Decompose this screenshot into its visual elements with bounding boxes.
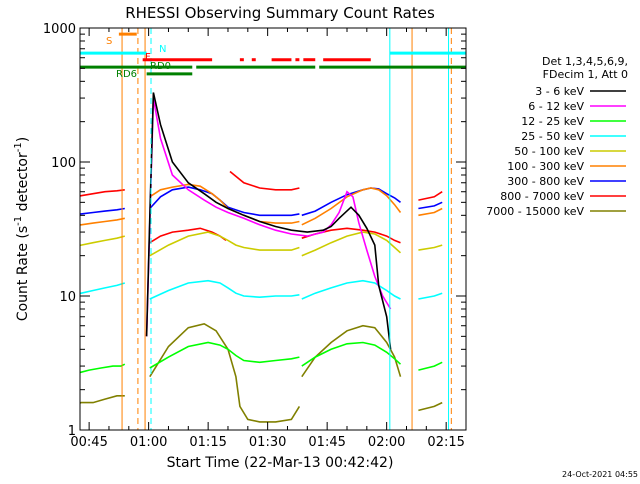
- x-tick-label-01-45: 01:45: [308, 435, 345, 450]
- series-25-50-kev-segment-0: [80, 282, 126, 295]
- series-3-6-kev: [145, 92, 392, 350]
- series-6-12-kev: [145, 97, 392, 337]
- x-tick-label-01-30: 01:30: [249, 435, 286, 450]
- legend-label-3-6-kev: 3 - 6 keV: [535, 85, 584, 98]
- y-tick-label-1: 1: [68, 424, 76, 439]
- series-100-300-kev-segment-1: [149, 183, 300, 224]
- series-300-800-kev-segment-0: [80, 207, 125, 215]
- series-25-50-kev-segment-1: [149, 279, 300, 300]
- legend-label-100-300-kev: 100 - 300 keV: [507, 160, 584, 173]
- x-tick-label-02-15: 02:15: [427, 435, 464, 450]
- x-tick-label-01-00: 01:00: [130, 435, 167, 450]
- y-axis-label-end: ): [15, 137, 31, 142]
- series-50-100-kev-segment-3: [418, 244, 443, 251]
- series-12-25-kev-segment-2: [301, 341, 402, 367]
- legend-label-25-50-kev: 25 - 50 keV: [521, 130, 584, 143]
- y-tick-label-100: 100: [51, 156, 76, 171]
- y-tick-label-1000: 1000: [43, 22, 76, 37]
- series-100-300-kev-segment-0: [80, 217, 125, 226]
- legend-label-800-7000-kev: 800 - 7000 keV: [500, 190, 584, 203]
- axes: 00:45 01:00 01:15 01:30 01:45 02:00 02:15 1 10 10…: [43, 22, 467, 450]
- series-12-25-kev-segment-3: [418, 361, 443, 371]
- y-axis-label: Count Rate (s-1 detector-1): [13, 137, 31, 321]
- series-25-50-kev: [80, 279, 443, 300]
- flag-rd6-label: RD6: [116, 69, 137, 80]
- y-axis-label-mid: detector: [15, 152, 31, 216]
- y-tick-label-10: 10: [59, 290, 76, 305]
- series-12-25-kev: [80, 341, 443, 374]
- series-layer: [80, 92, 443, 423]
- series-6-12-kev-segment-0: [145, 97, 392, 337]
- series-7000-15000-kev-segment-1: [149, 322, 301, 423]
- series-50-100-kev-segment-2: [301, 231, 402, 257]
- series-7000-15000-kev: [80, 322, 443, 423]
- legend: Det 1,3,4,5,6,9,FDecim 1, Att 0 3 - 6 keV…: [486, 55, 628, 218]
- legend-label-6-12-kev: 6 - 12 keV: [528, 100, 584, 113]
- series-100-300-kev-segment-2: [301, 187, 402, 226]
- series-7000-15000-kev-segment-0: [80, 394, 125, 404]
- legend-label-12-25-kev: 12 - 25 keV: [521, 115, 584, 128]
- legend-label-50-100-kev: 50 - 100 keV: [514, 145, 584, 158]
- series-300-800-kev-segment-3: [418, 201, 443, 210]
- plot-frame: [79, 27, 467, 431]
- legend-header-0: Det 1,3,4,5,6,9,: [542, 55, 628, 68]
- series-7000-15000-kev-segment-2: [301, 324, 402, 378]
- series-25-50-kev-segment-2: [301, 279, 401, 300]
- x-tick-label-02-00: 02:00: [368, 435, 405, 450]
- y-axis-label-sup1: -1: [13, 216, 24, 226]
- legend-label-7000-15000-kev: 7000 - 15000 keV: [486, 205, 584, 218]
- y-axis-label-main: Count Rate (s: [15, 226, 31, 321]
- timestamp: 24-Oct-2021 04:55: [562, 470, 638, 479]
- chart-title: RHESSI Observing Summary Count Rates: [125, 4, 435, 22]
- flag-rd0-label: RD0: [150, 61, 171, 72]
- series-3-6-kev-segment-0: [145, 92, 392, 350]
- legend-label-300-800-kev: 300 - 800 keV: [507, 175, 584, 188]
- series-50-100-kev-segment-1: [149, 231, 300, 257]
- series-800-7000-kev-segment-2: [229, 170, 300, 191]
- flag-n-label: N: [159, 44, 166, 55]
- x-tick-label-00-45: 00:45: [70, 435, 107, 450]
- cursor-line-layer: [121, 28, 452, 430]
- legend-header-1: FDecim 1, Att 0: [543, 68, 628, 81]
- series-12-25-kev-segment-1: [149, 341, 300, 369]
- series-100-300-kev-segment-3: [418, 207, 443, 217]
- series-800-7000-kev-segment-4: [418, 191, 443, 201]
- series-12-25-kev-segment-0: [80, 363, 126, 374]
- flag-f-label: F: [145, 52, 151, 63]
- series-50-100-kev-segment-0: [80, 235, 126, 247]
- series-25-50-kev-segment-3: [418, 292, 443, 300]
- x-axis-label: Start Time (22-Mar-13 00:42:42): [167, 455, 394, 471]
- series-50-100-kev: [80, 231, 443, 257]
- series-7000-15000-kev-segment-3: [418, 401, 443, 412]
- x-tick-label-01-15: 01:15: [189, 435, 226, 450]
- series-100-300-kev: [80, 183, 443, 226]
- series-800-7000-kev-segment-0: [80, 189, 125, 197]
- y-axis-label-sup2: -1: [13, 142, 24, 152]
- flag-s-label: S: [106, 36, 112, 47]
